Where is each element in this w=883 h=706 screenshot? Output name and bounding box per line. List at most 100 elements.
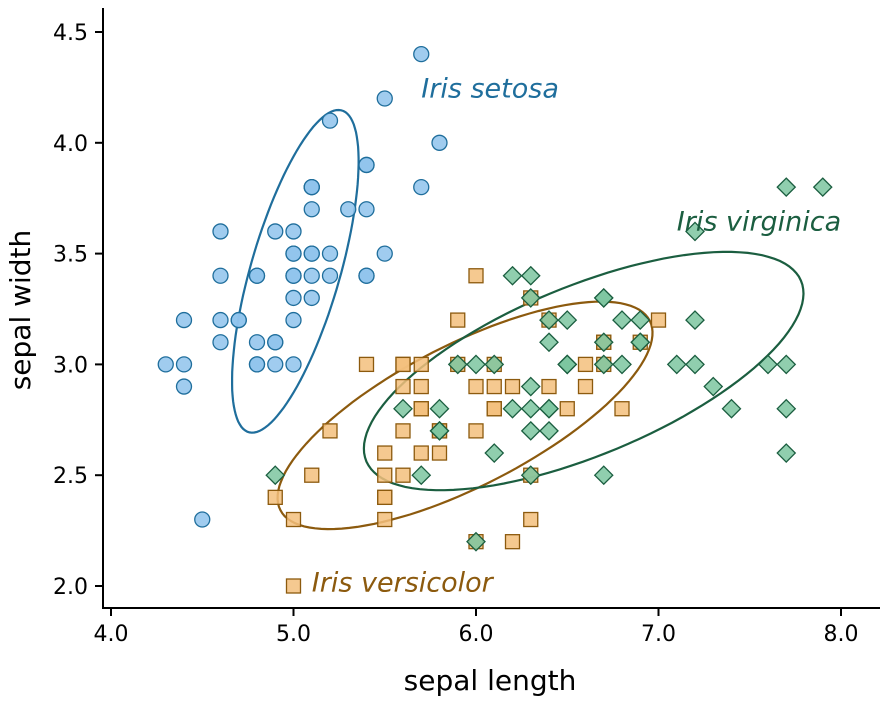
iris-setosa-point — [248, 267, 266, 284]
iris-setosa-point — [194, 511, 211, 528]
iris-virginica-point — [520, 376, 541, 397]
iris-versicolor-point — [504, 378, 521, 395]
iris-setosa-point — [285, 356, 302, 373]
iris-setosa-point — [285, 311, 302, 329]
iris-setosa-point — [212, 267, 229, 284]
iris-virginica-point — [520, 398, 541, 419]
iris-versicolor-point — [523, 511, 539, 528]
iris-setosa-point — [303, 201, 320, 218]
iris-setosa-point — [431, 134, 448, 151]
iris-versicolor-point — [267, 489, 283, 506]
iris-versicolor-point — [468, 268, 484, 284]
iris-virginica-point — [466, 531, 486, 552]
iris-virginica-point — [429, 420, 450, 441]
iris-setosa-point — [285, 223, 302, 240]
iris-setosa-point — [413, 46, 430, 63]
iris-setosa-point — [267, 223, 284, 240]
iris-versicolor-point — [377, 445, 393, 461]
iris-virginica-point — [630, 310, 651, 330]
iris-setosa-point — [175, 378, 193, 395]
iris-virginica-point — [612, 310, 632, 330]
iris-virginica-point — [520, 465, 541, 486]
iris-versicolor-point — [413, 356, 429, 373]
iris-versicolor-point — [413, 378, 429, 395]
iris-virginica-point — [758, 354, 778, 375]
iris-setosa-point — [212, 334, 229, 351]
iris-setosa-point — [267, 334, 284, 351]
iris-versicolor-point — [504, 534, 521, 550]
iris-virginica-point — [685, 221, 705, 242]
iris-versicolor-point — [450, 312, 466, 328]
species-labels: Iris setosa Iris versicolor Iris virginica — [312, 73, 841, 598]
iris-versicolor-label: Iris versicolor — [312, 568, 495, 599]
iris-versicolor-point — [322, 423, 338, 439]
iris-virginica-point — [539, 420, 559, 441]
iris-virginica-point — [593, 332, 614, 353]
iris-versicolor-ellipse — [276, 300, 654, 531]
iris-virginica-point — [520, 265, 541, 286]
axes: 4.0 5.0 6.0 7.0 8.0 2.0 2.5 3.0 3.5 4.0 4.5 — [53, 8, 880, 647]
iris-versicolor-point — [541, 378, 557, 395]
iris-virginica-point — [411, 465, 432, 486]
iris-setosa-point — [303, 245, 320, 262]
iris-virginica-point — [776, 398, 797, 419]
iris-versicolor-point — [285, 511, 302, 528]
iris-virginica-point — [812, 177, 833, 198]
iris-setosa-point — [321, 267, 339, 284]
data-points — [157, 46, 833, 594]
iris-versicolor-point — [614, 401, 630, 417]
iris-versicolor-point — [377, 489, 393, 506]
iris-setosa-point — [303, 178, 320, 196]
y-tick-label: 4.0 — [53, 132, 88, 157]
iris-virginica-point — [265, 465, 286, 486]
iris-virginica-point — [502, 265, 523, 286]
iris-setosa-point — [285, 245, 302, 262]
iris-versicolor-point — [413, 445, 429, 461]
iris-versicolor-point — [468, 378, 484, 395]
x-tick-label: 7.0 — [641, 622, 676, 647]
iris-setosa-point — [358, 201, 375, 218]
iris-versicolor-point — [431, 445, 448, 461]
iris-versicolor-point — [650, 312, 667, 328]
y-tick-label: 3.5 — [53, 243, 88, 268]
iris-setosa-point — [248, 356, 266, 373]
iris-setosa-point — [157, 356, 174, 373]
iris-versicolor-point — [486, 401, 502, 417]
iris-virginica-point — [776, 177, 797, 198]
iris-virginica-ellipse — [362, 250, 805, 492]
iris-virginica-point — [685, 354, 705, 375]
iris-virginica-point — [539, 310, 559, 330]
iris-setosa-point — [212, 223, 229, 240]
iris-versicolor-point — [395, 467, 411, 483]
iris-setosa-point — [248, 334, 266, 351]
iris-setosa-point — [358, 156, 375, 174]
iris-virginica-point — [593, 354, 614, 375]
iris-virginica-point — [484, 443, 505, 463]
iris-versicolor-point — [577, 378, 594, 395]
iris-versicolor-point — [413, 401, 429, 417]
y-axis-title: sepal width — [4, 230, 37, 391]
iris-virginica-point — [612, 354, 632, 375]
iris-versicolor-point — [377, 467, 393, 483]
iris-setosa-point — [285, 267, 302, 284]
y-tick-label: 4.5 — [53, 21, 88, 46]
iris-virginica-point — [557, 354, 578, 375]
iris-virginica-point — [393, 398, 413, 419]
iris-virginica-point — [502, 398, 523, 419]
iris-versicolor-point — [577, 356, 594, 373]
confidence-ellipses — [231, 108, 805, 531]
iris-setosa-point — [376, 90, 393, 107]
x-tick-label: 5.0 — [276, 622, 311, 647]
iris-virginica-point — [429, 398, 450, 419]
iris-virginica-point — [557, 310, 578, 330]
iris-virginica-point — [776, 354, 797, 375]
y-tick-label: 3.0 — [53, 353, 88, 378]
iris-virginica-point — [484, 354, 505, 375]
x-tick-label: 8.0 — [824, 622, 859, 647]
iris-setosa-point — [413, 178, 430, 196]
iris-virginica-point — [630, 332, 651, 353]
iris-setosa-point — [212, 311, 229, 329]
iris-virginica-point — [593, 288, 614, 308]
iris-virginica-point — [721, 398, 742, 419]
